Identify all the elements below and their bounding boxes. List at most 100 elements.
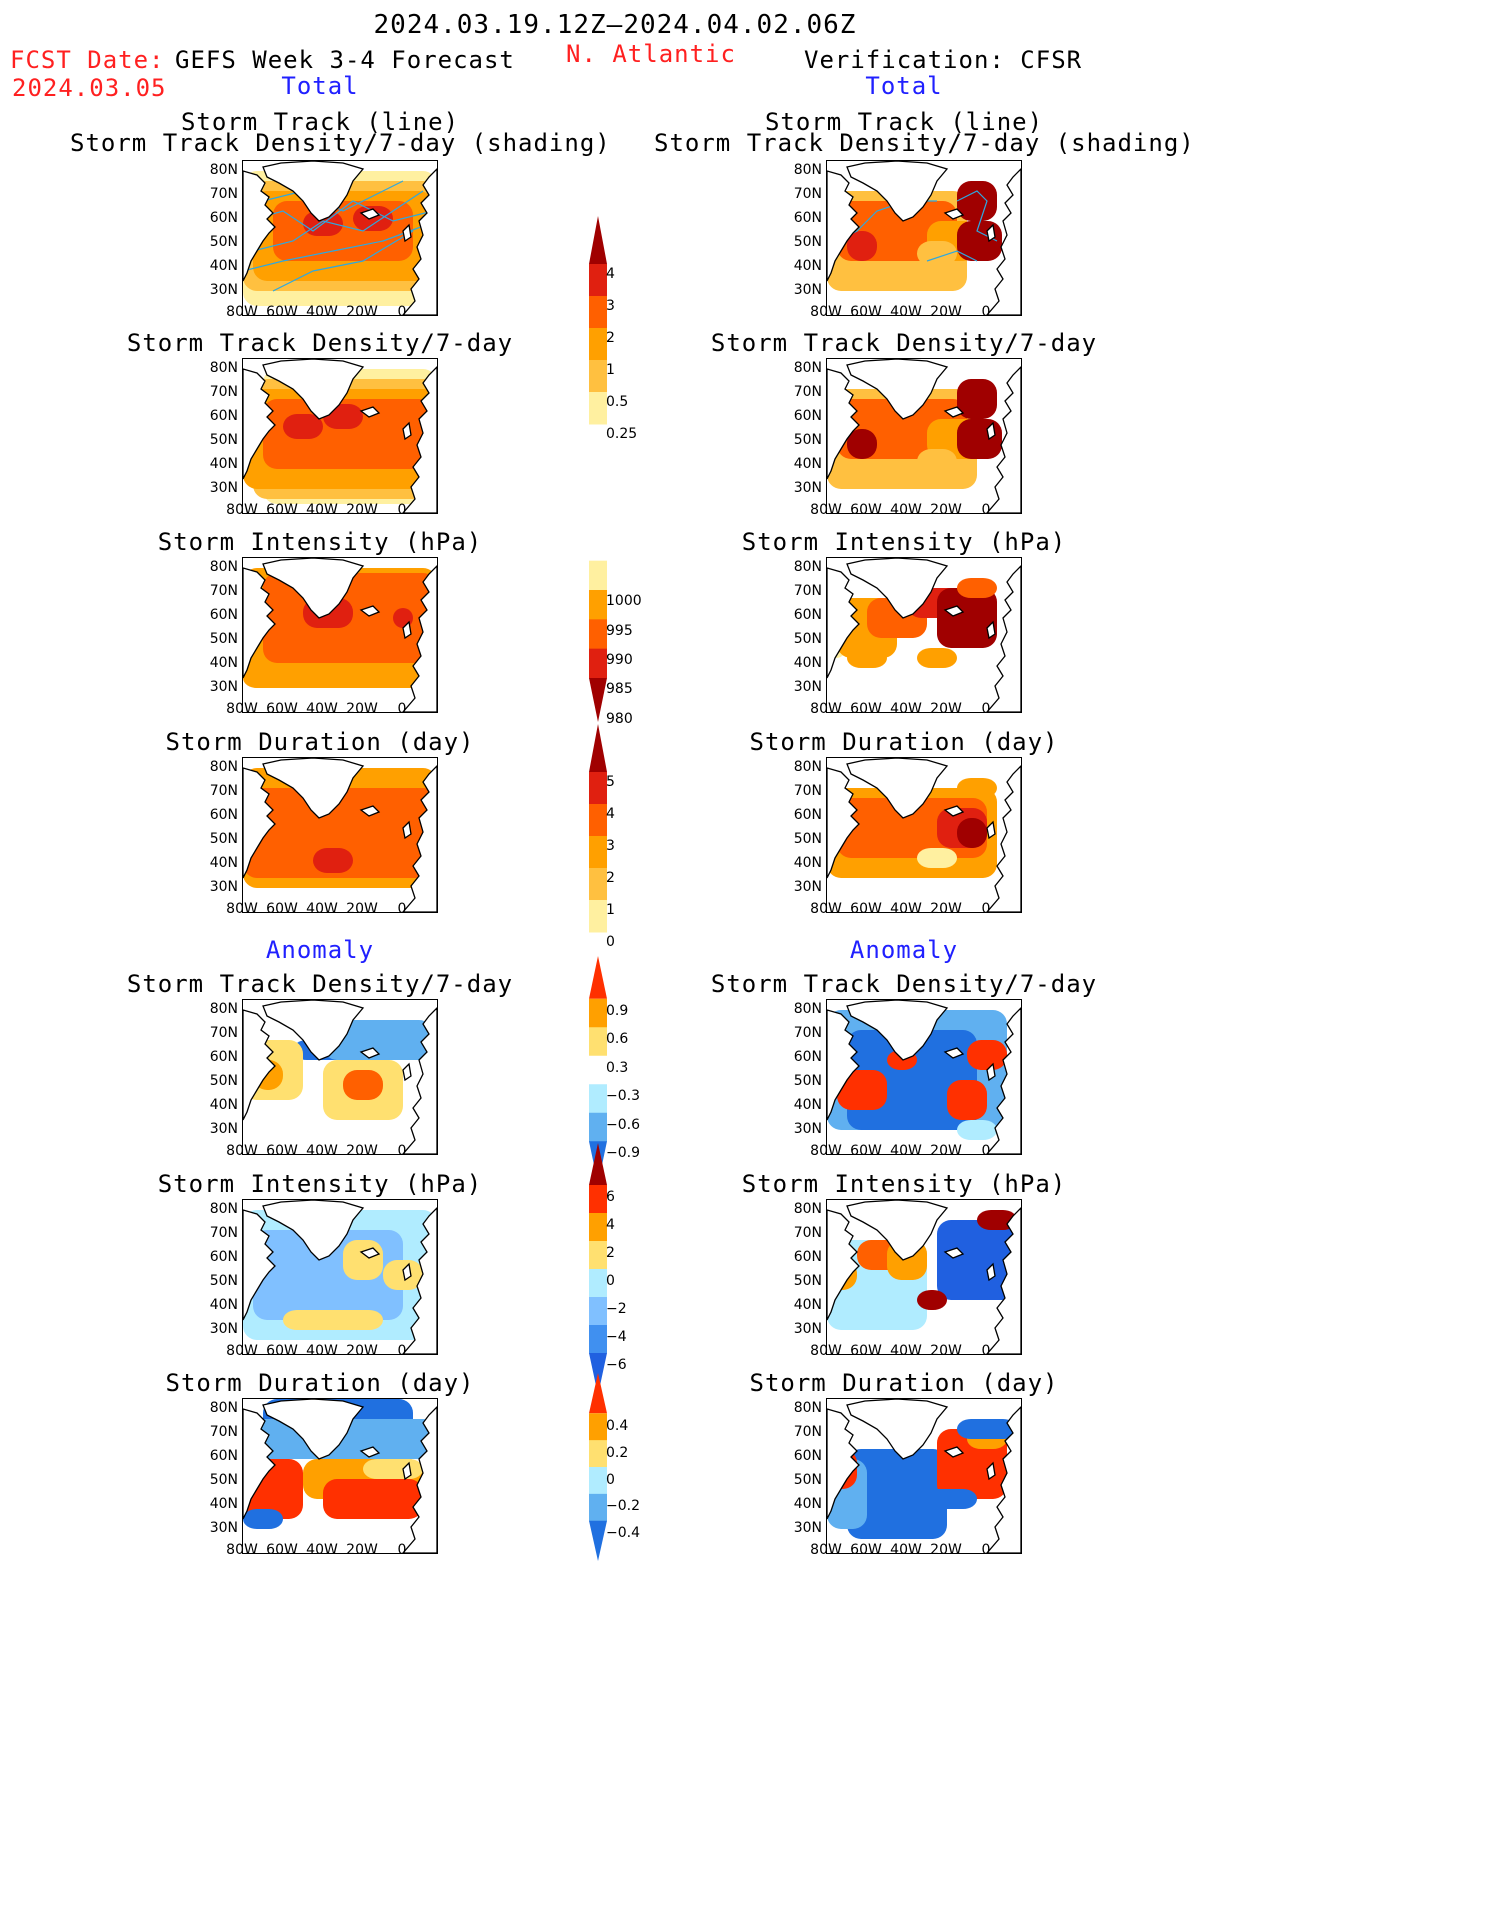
lat-tick-label: 60N xyxy=(793,1249,822,1265)
lon-tick-label: 60W xyxy=(266,304,298,320)
storm-track-line xyxy=(243,220,437,272)
colorbar-label: 0.2 xyxy=(606,1444,629,1461)
coastline xyxy=(359,805,381,817)
coastline xyxy=(986,1062,996,1082)
lat-tick-label: 40N xyxy=(793,855,822,871)
lon-tick-label: 20W xyxy=(346,1143,378,1159)
lat-tick-label: 50N xyxy=(209,1472,238,1488)
title-r1a: Storm Track (line) xyxy=(764,108,1044,136)
coastline xyxy=(243,1009,276,1121)
colorbar-density xyxy=(589,216,607,425)
lat-tick-label: 60N xyxy=(209,408,238,424)
colorbar-label: 4 xyxy=(606,806,615,822)
colorbar-label: 0.25 xyxy=(606,426,638,442)
lat-tick-label: 50N xyxy=(209,234,238,250)
field-shading xyxy=(957,181,997,221)
colorbar-segment xyxy=(589,868,607,901)
lat-tick-label: 50N xyxy=(793,831,822,847)
map-panel xyxy=(826,358,1022,514)
lat-tick-label: 70N xyxy=(209,1225,238,1241)
lat-tick-label: 80N xyxy=(209,360,238,376)
coastline xyxy=(402,168,437,315)
coastline xyxy=(402,765,437,912)
lon-tick-label: 60W xyxy=(266,701,298,717)
lon-tick-label: 80W xyxy=(226,1343,258,1359)
colorbar-segment xyxy=(589,216,607,264)
colorbar-label: 1 xyxy=(606,362,615,378)
map-panel xyxy=(242,1199,438,1355)
lat-tick-label: 50N xyxy=(793,1273,822,1289)
coastline xyxy=(359,1446,381,1458)
colorbar-segment xyxy=(589,900,607,933)
coastline xyxy=(846,1399,949,1460)
lon-tick-label: 60W xyxy=(266,1143,298,1159)
field-shading xyxy=(363,1459,423,1479)
lon-tick-label: 20W xyxy=(346,1542,378,1558)
coastline xyxy=(262,758,365,819)
lat-tick-label: 60N xyxy=(209,607,238,623)
lon-tick-label: 40W xyxy=(306,701,338,717)
colorbar-label: 980 xyxy=(606,710,633,727)
lat-tick-label: 60N xyxy=(793,807,822,823)
coastline xyxy=(943,208,965,220)
coastline xyxy=(986,765,1021,912)
verification-title: Verification: CFSR xyxy=(804,46,1083,74)
coastline xyxy=(827,1009,860,1121)
lon-tick-label: 0 xyxy=(981,1143,991,1159)
coastline xyxy=(986,1461,996,1481)
lat-tick-label: 40N xyxy=(209,855,238,871)
lat-tick-label: 60N xyxy=(793,408,822,424)
field-shading xyxy=(243,668,343,688)
colorbar-segment xyxy=(589,1325,607,1354)
lon-tick-label: 80W xyxy=(226,901,258,917)
colorbar-anom_intensity xyxy=(589,1143,607,1395)
coastline xyxy=(402,1207,437,1354)
coastline xyxy=(986,168,1021,315)
colorbar-label: 0.3 xyxy=(606,1059,629,1076)
anomaly-left-label: Anomaly xyxy=(265,936,375,964)
coastline xyxy=(359,605,381,617)
date-range: 2024.03.19.12Z–2024.04.02.06Z xyxy=(373,10,857,40)
lon-tick-label: 20W xyxy=(930,1143,962,1159)
lat-tick-label: 50N xyxy=(209,631,238,647)
colorbar-label: −0.4 xyxy=(606,1525,640,1542)
coastline xyxy=(402,1262,412,1282)
lat-tick-label: 70N xyxy=(793,1225,822,1241)
map-panel xyxy=(826,999,1022,1155)
lat-tick-label: 80N xyxy=(209,759,238,775)
map-field xyxy=(827,758,1021,912)
lon-tick-label: 20W xyxy=(930,1542,962,1558)
coastline xyxy=(243,368,276,480)
coastline xyxy=(986,1207,1021,1354)
colorbar-segment xyxy=(589,590,607,620)
colorbar-segment xyxy=(589,1493,607,1522)
colorbar-label: 6 xyxy=(606,1189,615,1205)
lat-tick-label: 60N xyxy=(793,607,822,623)
lat-tick-label: 70N xyxy=(793,186,822,202)
colorbar-label: 0.9 xyxy=(606,1002,629,1019)
colorbar-anom_duration xyxy=(589,1373,607,1561)
map-panel xyxy=(242,160,438,316)
region-label: N. Atlantic xyxy=(566,40,736,68)
lon-tick-label: 0 xyxy=(397,1542,407,1558)
colorbar-segment xyxy=(589,392,607,425)
coastline xyxy=(846,359,949,420)
lat-tick-label: 60N xyxy=(209,1249,238,1265)
lon-tick-label: 40W xyxy=(306,901,338,917)
lat-tick-label: 30N xyxy=(793,480,822,496)
lat-tick-label: 70N xyxy=(209,783,238,799)
lat-tick-label: 30N xyxy=(209,480,238,496)
lat-tick-label: 40N xyxy=(209,1297,238,1313)
colorbar-segment xyxy=(589,264,607,297)
coastline xyxy=(402,620,412,640)
lon-tick-label: 40W xyxy=(306,1143,338,1159)
coastline xyxy=(846,161,949,222)
colorbar-label: 2 xyxy=(606,1245,615,1261)
coastline xyxy=(402,1461,412,1481)
lat-tick-label: 50N xyxy=(209,831,238,847)
lat-tick-label: 50N xyxy=(793,1472,822,1488)
colorbar-segment xyxy=(589,296,607,329)
title-l1a: Storm Track (line) xyxy=(180,108,460,136)
colorbar-segment xyxy=(589,1084,607,1114)
colorbar-segment xyxy=(589,1467,607,1495)
